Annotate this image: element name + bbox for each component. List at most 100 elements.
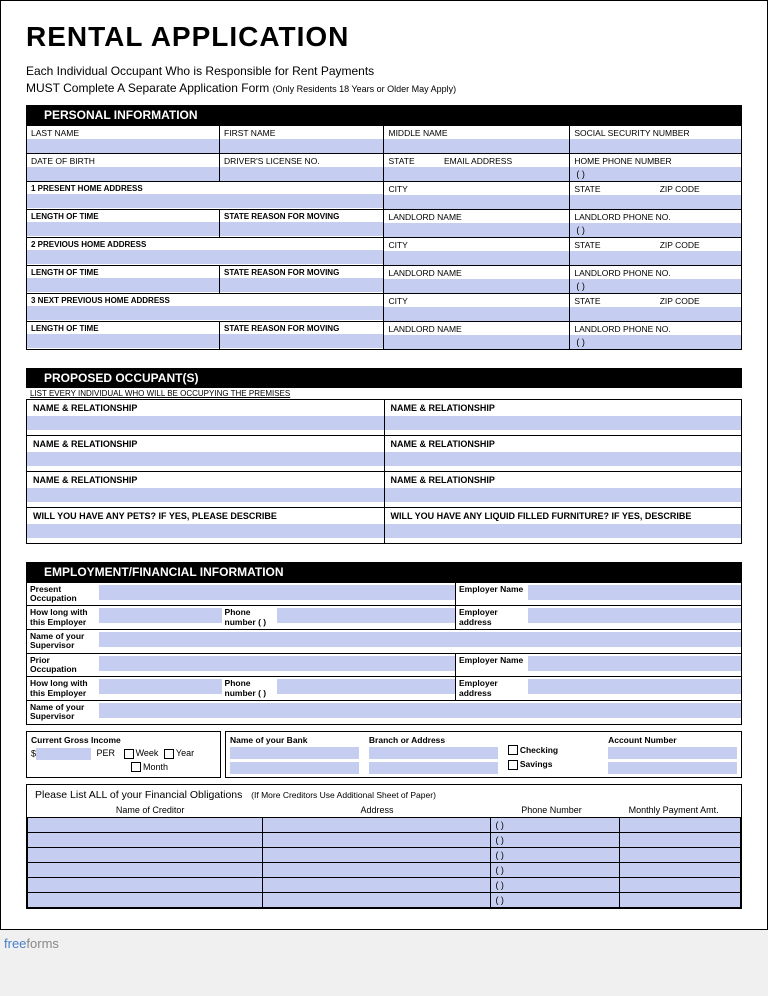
employer-addr2-input[interactable]: [528, 679, 741, 694]
addr-input[interactable]: [263, 817, 491, 832]
dl-input[interactable]: [220, 167, 383, 181]
phone-input[interactable]: ( ): [491, 862, 619, 877]
creditor-input[interactable]: [28, 817, 263, 832]
reason-input[interactable]: [220, 222, 383, 236]
supervisor2-input[interactable]: [99, 703, 741, 718]
landlord-phone3-input[interactable]: ( ): [570, 335, 741, 349]
reason2-input[interactable]: [220, 278, 383, 292]
middle-name-input[interactable]: [384, 139, 569, 153]
occ3-input[interactable]: [27, 452, 384, 466]
prior-occ-input[interactable]: [99, 656, 455, 671]
branch2-input[interactable]: [369, 762, 498, 774]
prior-employer-input[interactable]: [528, 656, 741, 671]
length3-input[interactable]: [27, 334, 219, 348]
phone-input[interactable]: ( ): [491, 832, 619, 847]
landlord3-input[interactable]: [384, 335, 569, 349]
checking-checkbox[interactable]: [508, 745, 518, 755]
payment-input[interactable]: [619, 892, 740, 907]
occupants-subtext: LIST EVERY INDIVIDUAL WHO WILL BE OCCUPY…: [26, 388, 742, 399]
employment-table: Present Occupation Employer Name How lon…: [26, 582, 742, 725]
landlord-phone2-input[interactable]: ( ): [570, 279, 741, 293]
payment-input[interactable]: [619, 847, 740, 862]
addr-input[interactable]: [263, 877, 491, 892]
payment-input[interactable]: [619, 862, 740, 877]
landlord-input[interactable]: [384, 223, 569, 237]
phone-input[interactable]: ( ): [491, 892, 619, 907]
bank-box: Name of your Bank Branch or Address Chec…: [225, 731, 742, 778]
account2-input[interactable]: [608, 762, 737, 774]
home-phone-input[interactable]: ( ): [570, 167, 741, 181]
state-zip2-input[interactable]: [570, 251, 741, 265]
addr-input[interactable]: [263, 892, 491, 907]
state-zip-input[interactable]: [570, 195, 741, 209]
occ6-input[interactable]: [385, 488, 742, 502]
addr-input[interactable]: [263, 862, 491, 877]
payment-input[interactable]: [619, 817, 740, 832]
phone-input[interactable]: ( ): [491, 847, 619, 862]
form-subtitle: Each Individual Occupant Who is Responsi…: [26, 63, 742, 97]
section-occupants: PROPOSED OCCUPANT(S): [26, 368, 742, 388]
phone-input[interactable]: ( ): [491, 817, 619, 832]
state-email-input[interactable]: [384, 167, 569, 181]
income-box: Current Gross Income $ PER Week Year Mon…: [26, 731, 221, 778]
bank-name2-input[interactable]: [230, 762, 359, 774]
account-input[interactable]: [608, 747, 737, 759]
ssn-input[interactable]: [570, 139, 741, 153]
pets-input[interactable]: [27, 524, 384, 538]
obligations-table: ( ) ( ) ( ) ( ) ( ) ( ): [27, 817, 741, 908]
occ1-input[interactable]: [27, 416, 384, 430]
dob-input[interactable]: [27, 167, 219, 181]
year-checkbox[interactable]: [164, 749, 174, 759]
emp-phone2-input[interactable]: [277, 679, 455, 694]
liquid-input[interactable]: [385, 524, 742, 538]
footer-logo: freeforms: [0, 930, 768, 951]
addr-input[interactable]: [263, 832, 491, 847]
creditor-input[interactable]: [28, 892, 263, 907]
addr-input[interactable]: [263, 847, 491, 862]
creditor-input[interactable]: [28, 832, 263, 847]
section-employment: EMPLOYMENT/FINANCIAL INFORMATION: [26, 562, 742, 582]
form-title: RENTAL APPLICATION: [26, 21, 742, 53]
landlord2-input[interactable]: [384, 279, 569, 293]
present-occ-input[interactable]: [99, 585, 455, 600]
week-checkbox[interactable]: [124, 749, 134, 759]
city2-input[interactable]: [384, 251, 569, 265]
employer-addr-input[interactable]: [528, 608, 741, 623]
present-addr-input[interactable]: [27, 194, 383, 208]
landlord-phone-input[interactable]: ( ): [570, 223, 741, 237]
obligations-box: Please List ALL of your Financial Obliga…: [26, 784, 742, 909]
prev-addr-input[interactable]: [27, 250, 383, 264]
occ5-input[interactable]: [27, 488, 384, 502]
month-checkbox[interactable]: [131, 762, 141, 772]
length2-input[interactable]: [27, 278, 219, 292]
creditor-input[interactable]: [28, 862, 263, 877]
creditor-input[interactable]: [28, 847, 263, 862]
occupants-table: NAME & RELATIONSHIPNAME & RELATIONSHIP N…: [26, 399, 742, 544]
employer-name-input[interactable]: [528, 585, 741, 600]
rental-application-form: RENTAL APPLICATION Each Individual Occup…: [0, 0, 768, 930]
personal-table: LAST NAME FIRST NAME MIDDLE NAME SOCIAL …: [26, 125, 742, 350]
branch-input[interactable]: [369, 747, 498, 759]
city-input[interactable]: [384, 195, 569, 209]
reason3-input[interactable]: [220, 334, 383, 348]
savings-checkbox[interactable]: [508, 760, 518, 770]
creditor-input[interactable]: [28, 877, 263, 892]
occ4-input[interactable]: [385, 452, 742, 466]
payment-input[interactable]: [619, 832, 740, 847]
emp-phone-input[interactable]: [277, 608, 455, 623]
payment-input[interactable]: [619, 877, 740, 892]
last-name-input[interactable]: [27, 139, 219, 153]
supervisor-input[interactable]: [99, 632, 741, 647]
howlong-input[interactable]: [99, 608, 222, 623]
income-amount-input[interactable]: [36, 748, 91, 760]
first-name-input[interactable]: [220, 139, 383, 153]
occ2-input[interactable]: [385, 416, 742, 430]
city3-input[interactable]: [384, 307, 569, 321]
phone-input[interactable]: ( ): [491, 877, 619, 892]
howlong2-input[interactable]: [99, 679, 222, 694]
bank-name-input[interactable]: [230, 747, 359, 759]
next-prev-addr-input[interactable]: [27, 306, 383, 320]
state-zip3-input[interactable]: [570, 307, 741, 321]
length-input[interactable]: [27, 222, 219, 236]
income-row: Current Gross Income $ PER Week Year Mon…: [26, 731, 742, 778]
